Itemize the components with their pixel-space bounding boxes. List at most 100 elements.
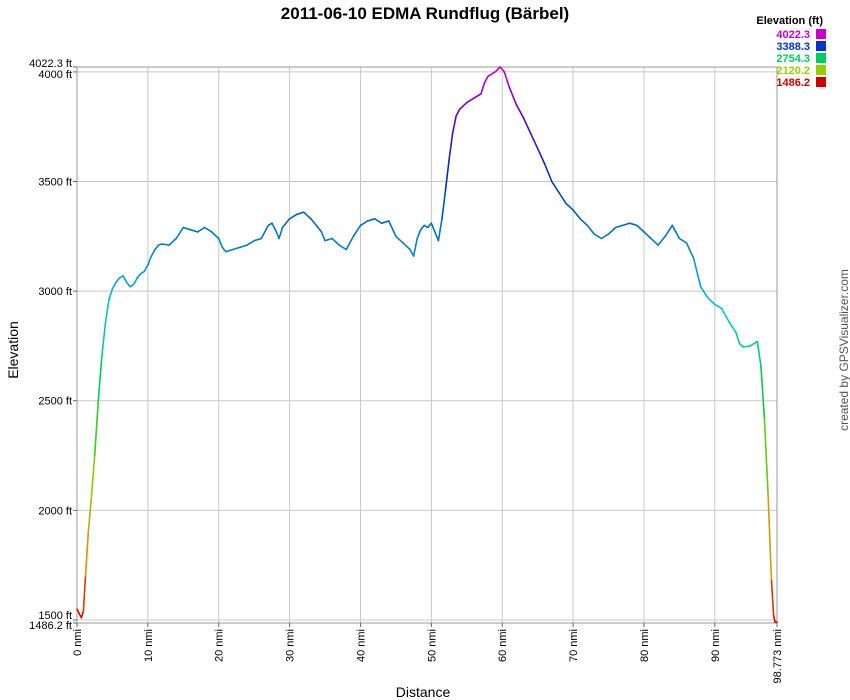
- legend-value: 4022.3: [776, 29, 810, 41]
- elevation-line-segment: [579, 218, 589, 227]
- elevation-line-segment: [324, 237, 333, 242]
- y-tick-label: 3500 ft: [38, 177, 72, 189]
- elevation-line-segment: [494, 66, 501, 73]
- elevation-line-segment: [380, 220, 390, 224]
- elevation-line-segment: [84, 531, 90, 577]
- elevation-line-segment: [643, 231, 652, 240]
- elevation-line-segment: [529, 132, 539, 150]
- elevation-line-segment: [657, 235, 667, 246]
- x-tick-label: 90 nmi: [710, 629, 722, 662]
- elevation-line-segment: [441, 189, 447, 220]
- elevation-line-segment: [416, 228, 422, 240]
- elevation-line-segment: [458, 101, 468, 110]
- y-tick-label: 1500 ft: [38, 610, 72, 622]
- elevation-line-segment: [713, 303, 723, 310]
- legend-swatch: [816, 53, 826, 63]
- elevation-line-segment: [678, 237, 688, 244]
- elevation-line-segment: [735, 331, 741, 345]
- elevation-line-segment: [451, 114, 458, 135]
- elevation-line-segment: [480, 82, 486, 95]
- elevation-line-segment: [728, 320, 737, 334]
- elevation-line-segment: [104, 299, 110, 325]
- elevation-line-segment: [685, 242, 695, 260]
- elevation-line-segment: [97, 356, 103, 402]
- elevation-line-segment: [572, 209, 582, 220]
- elevation-line-segment: [444, 158, 450, 192]
- y-tick-label: 3000 ft: [38, 286, 72, 298]
- legend-value: 1486.2: [776, 77, 810, 89]
- elevation-line-segment: [621, 222, 631, 227]
- elevation-line-segment: [253, 237, 263, 242]
- legend-swatch: [816, 29, 826, 39]
- elevation-line-segment: [699, 285, 709, 299]
- elevation-line-segment: [550, 180, 560, 194]
- elevation-line-segment: [278, 226, 284, 240]
- x-tick-label: 10 nmi: [143, 629, 155, 662]
- x-axis-ticks: 0 nmi 10 nmi 20 nmi 30 nmi 40 nmi 50 nmi 60 nm…: [72, 623, 784, 683]
- elevation-line-segment: [147, 255, 153, 266]
- elevation-line-segment: [473, 93, 482, 99]
- elevation-line-segment: [749, 340, 759, 347]
- elevation-line-segment: [487, 71, 496, 78]
- x-tick-label: 50 nmi: [426, 629, 438, 662]
- x-tick-label: 80 nmi: [639, 629, 651, 662]
- elevation-line-segment: [239, 244, 248, 249]
- elevation-line-segment: [154, 244, 160, 251]
- elevation-line-segment: [175, 226, 185, 240]
- elevation-line-segment: [636, 224, 645, 233]
- grid-lines: [76, 66, 778, 624]
- x-tick-label: 60 nmi: [497, 629, 509, 662]
- elevation-line-segment: [426, 222, 433, 229]
- elevation-line-segment: [320, 231, 326, 242]
- elevation-line-segment: [225, 248, 234, 253]
- elevation-line-segment: [742, 345, 752, 348]
- elevation-line-segment: [593, 233, 603, 240]
- elevation-line-segment: [395, 235, 404, 244]
- elevation-line-segment: [108, 288, 114, 301]
- y-tick-label: 2500 ft: [38, 396, 72, 408]
- elevation-line-segment: [317, 226, 323, 233]
- elevation-line-segment: [132, 277, 138, 286]
- elevation-line-segment: [586, 224, 596, 235]
- elevation-line-segment: [161, 243, 170, 246]
- elevation-line-segment: [122, 274, 128, 284]
- elevation-line-segment: [281, 218, 291, 229]
- elevation-line-segment: [302, 211, 312, 220]
- y-tick-label: 2000 ft: [38, 505, 72, 517]
- y-tick-label: 4022.3 ft: [29, 58, 72, 70]
- elevation-line-segment: [503, 71, 511, 88]
- elevation-line-segment: [600, 233, 610, 240]
- elevation-line-segment: [221, 246, 227, 253]
- elevation-line-segment: [366, 218, 376, 222]
- elevation-line-segment: [650, 237, 659, 246]
- elevation-line-segment: [271, 222, 277, 231]
- x-axis-label: Distance: [396, 684, 451, 700]
- y-tick-label: 1486.2 ft: [29, 620, 72, 632]
- chart-title: 2011-06-10 EDMA Rundflug (Bärbel): [281, 4, 569, 23]
- elevation-line-segment: [331, 237, 341, 246]
- elevation-line-segment: [558, 191, 567, 205]
- elevation-line-segment: [101, 323, 107, 358]
- legend: Elevation (ft) 4022.33388.32754.32120.21…: [756, 15, 826, 89]
- elevation-line-segment: [352, 224, 362, 238]
- elevation-line-segment: [430, 222, 436, 233]
- elevation-line-segment: [115, 277, 121, 284]
- legend-value: 3388.3: [776, 41, 810, 53]
- elevation-line-segment: [756, 340, 762, 367]
- elevation-line-segment: [772, 614, 776, 624]
- y-axis-label: Elevation: [5, 321, 21, 379]
- elevation-line-segment: [738, 342, 745, 348]
- elevation-line-segment: [692, 257, 702, 288]
- elevation-line: [76, 66, 778, 624]
- elevation-line-segment: [508, 86, 518, 106]
- x-tick-label: 30 nmi: [285, 629, 297, 662]
- elevation-line-segment: [338, 244, 348, 251]
- elevation-line-segment: [607, 226, 617, 235]
- elevation-line-segment: [419, 224, 426, 231]
- elevation-line-segment: [721, 307, 730, 323]
- elevation-line-segment: [465, 97, 475, 104]
- elevation-line-segment: [387, 220, 397, 238]
- elevation-line-segment: [246, 239, 255, 246]
